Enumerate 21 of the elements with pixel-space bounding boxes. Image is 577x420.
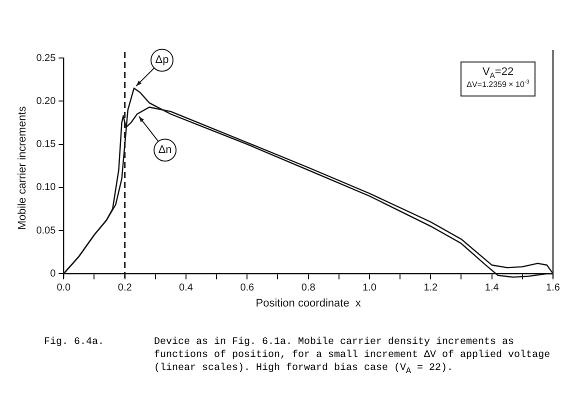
y-tick-label: 0.15 (36, 139, 56, 150)
x-tick-label: 1.0 (362, 282, 377, 294)
x-tick-label: 0.6 (240, 282, 255, 294)
y-axis-title: Mobile carrier increments (16, 106, 29, 230)
x-axis-title: Position coordinate x (256, 297, 362, 310)
x-tick-label: 0.0 (56, 282, 72, 294)
y-tick-label: 0.10 (36, 182, 56, 194)
x-tick-label: 1.4 (484, 282, 500, 294)
x-tick-label: 1.2 (424, 282, 438, 294)
text: Device as in Fig. 6.1a. Mobile carrier density increments as functions of position, for a small increment ΔV of applied voltage (linear scales). High forward bias case (V$_{A}$ = 22). (154, 336, 552, 378)
x-tick-label: 1.6 (546, 282, 560, 294)
y-tick-label: 0.05 (36, 225, 56, 236)
y-tick-label: 0.20 (36, 96, 56, 107)
annotation: Δp (155, 54, 169, 66)
annotation: Δn (158, 144, 172, 156)
x-tick-label: 0.8 (301, 282, 316, 294)
x-tick-label: 0.4 (179, 282, 194, 294)
x-tick-label: 0.2 (118, 282, 132, 294)
y-tick-label: 0 (50, 268, 56, 280)
caption: Fig. 6.4a. (43, 336, 106, 350)
y-tick-label: 0.25 (36, 52, 56, 64)
